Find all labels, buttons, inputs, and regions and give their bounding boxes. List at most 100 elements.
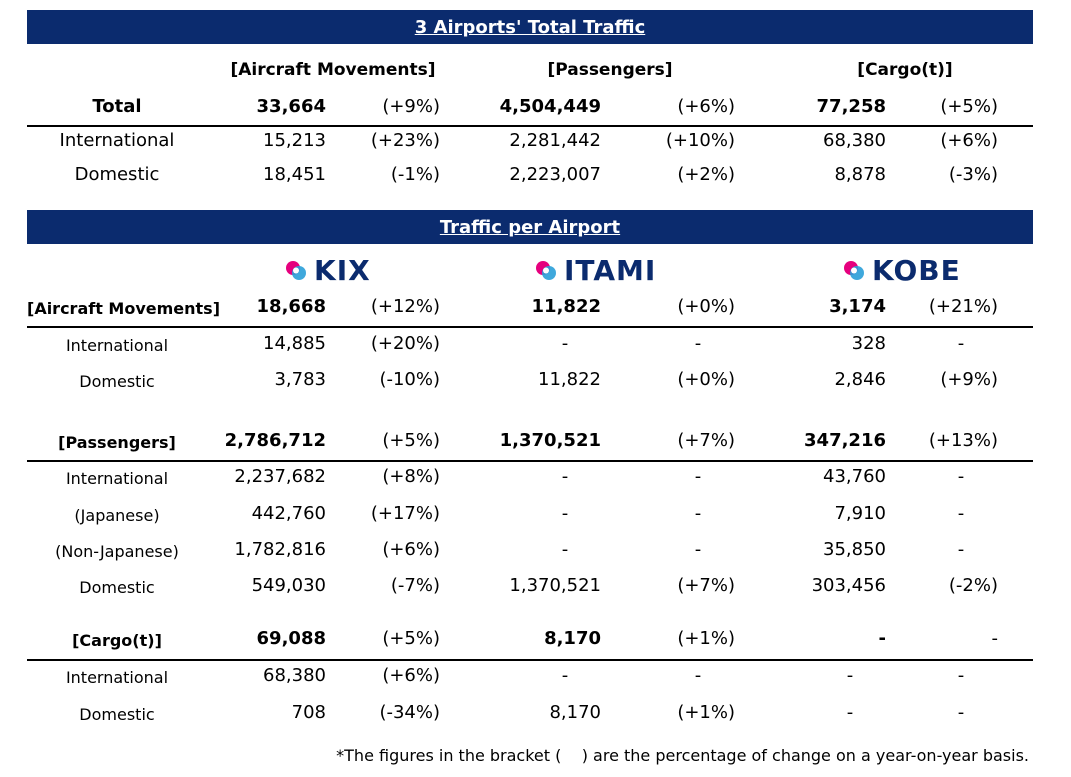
passengers-row-value: 35,850 (823, 539, 886, 560)
aircraft-row-value: - (694, 333, 702, 354)
passengers-row-value: (+17%) (370, 503, 440, 524)
cargo-header-value: - (991, 628, 999, 649)
col-header-cargo: [Cargo(t)] (857, 60, 953, 80)
passengers-row-value: - (561, 503, 569, 524)
passengers-row-value: - (694, 539, 702, 560)
cargo-row-value: - (957, 665, 965, 686)
aircraft-header-value: 3,174 (829, 296, 886, 317)
kix-logo-text: KIX (314, 254, 371, 287)
cargo-row-label: Domestic (79, 705, 155, 724)
aircraft-header-value: (+12%) (370, 296, 440, 317)
dom-cargo: 8,878 (834, 164, 886, 185)
aircraft-row-value: 328 (851, 333, 886, 354)
dom-aircraft: 18,451 (263, 164, 326, 185)
col-header-aircraft: [Aircraft Movements] (230, 60, 436, 80)
kobe-logo-icon (844, 260, 864, 280)
aircraft-row-value: (-10%) (379, 369, 440, 390)
row-label-domestic: Domestic (74, 164, 160, 185)
aircraft-row-value: - (957, 333, 965, 354)
total-passengers-pct: (+6%) (677, 96, 735, 117)
cargo-row-value: - (957, 702, 965, 723)
passengers-row-value: - (957, 466, 965, 487)
passengers-row-value: - (561, 539, 569, 560)
passengers-row-value: - (561, 466, 569, 487)
aircraft-row-value: 14,885 (263, 333, 326, 354)
passengers-header-value: 347,216 (804, 430, 886, 451)
divider (27, 460, 1033, 462)
block-header-passengers: [Passengers] (58, 433, 176, 452)
dom-passengers-pct: (+2%) (677, 164, 735, 185)
cargo-row-value: 68,380 (263, 665, 326, 686)
passengers-row-value: (-7%) (390, 575, 440, 596)
total-traffic-title: 3 Airports' Total Traffic (414, 16, 646, 38)
footnote: *The figures in the bracket ( ) are the … (336, 746, 1029, 765)
cargo-row-value: - (846, 665, 854, 686)
aircraft-row-value: 3,783 (274, 369, 326, 390)
cargo-row-value: 8,170 (549, 702, 601, 723)
aircraft-row-value: - (561, 333, 569, 354)
cargo-header-value: (+5%) (382, 628, 440, 649)
cargo-header-value: 69,088 (256, 628, 326, 649)
cargo-header-value: - (878, 628, 886, 649)
aircraft-row-value: 11,822 (538, 369, 601, 390)
per-airport-banner: Traffic per Airport (27, 210, 1033, 244)
passengers-row-value: (-2%) (948, 575, 998, 596)
passengers-row-value: (+8%) (382, 466, 440, 487)
kix-logo: KIX (284, 254, 371, 287)
passengers-row-value: - (957, 539, 965, 560)
passengers-row-value: 549,030 (251, 575, 326, 596)
cargo-row-label: International (65, 668, 169, 687)
total-passengers: 4,504,449 (499, 96, 601, 117)
passengers-header-value: 1,370,521 (499, 430, 601, 451)
divider (27, 659, 1033, 661)
passengers-row-value: 303,456 (811, 575, 886, 596)
kix-logo-icon (286, 260, 306, 280)
aircraft-row-label: International (65, 336, 169, 355)
block-header-cargo: [Cargo(t)] (72, 631, 162, 650)
passengers-row-label: (Non-Japanese) (55, 542, 179, 561)
cargo-row-value: (-34%) (379, 702, 440, 723)
aircraft-header-value: 18,668 (256, 296, 326, 317)
cargo-row-value: - (694, 665, 702, 686)
itami-logo: ITAMI (534, 254, 656, 287)
kobe-logo: KOBE (842, 254, 961, 287)
per-airport-title: Traffic per Airport (439, 216, 621, 238)
passengers-row-value: (+6%) (382, 539, 440, 560)
passengers-header-value: 2,786,712 (224, 430, 326, 451)
intl-passengers: 2,281,442 (509, 130, 601, 151)
aircraft-header-value: 11,822 (531, 296, 601, 317)
passengers-row-value: 2,237,682 (234, 466, 326, 487)
divider (27, 326, 1033, 328)
cargo-row-value: - (561, 665, 569, 686)
row-label-international: International (59, 130, 175, 151)
passengers-row-value: 442,760 (251, 503, 326, 524)
cargo-row-value: (+1%) (677, 702, 735, 723)
passengers-row-value: 43,760 (823, 466, 886, 487)
passengers-row-value: - (957, 503, 965, 524)
aircraft-row-value: (+0%) (677, 369, 735, 390)
intl-cargo-pct: (+6%) (940, 130, 998, 151)
passengers-row-value: - (694, 503, 702, 524)
block-header-aircraft: [Aircraft Movements] (27, 299, 221, 318)
passengers-header-value: (+7%) (677, 430, 735, 451)
total-aircraft-pct: (+9%) (382, 96, 440, 117)
total-traffic-banner: 3 Airports' Total Traffic (27, 10, 1033, 44)
divider (27, 125, 1033, 127)
passengers-row-label: International (65, 469, 169, 488)
aircraft-row-label: Domestic (79, 372, 155, 391)
total-cargo: 77,258 (816, 96, 886, 117)
passengers-header-value: (+5%) (382, 430, 440, 451)
cargo-row-value: - (846, 702, 854, 723)
kobe-logo-text: KOBE (872, 254, 961, 287)
cargo-row-value: 708 (291, 702, 326, 723)
cargo-row-value: (+6%) (382, 665, 440, 686)
total-cargo-pct: (+5%) (940, 96, 998, 117)
total-aircraft: 33,664 (256, 96, 326, 117)
intl-aircraft-pct: (+23%) (370, 130, 440, 151)
passengers-row-label: (Japanese) (74, 506, 160, 525)
passengers-header-value: (+13%) (928, 430, 998, 451)
dom-passengers: 2,223,007 (509, 164, 601, 185)
itami-logo-icon (536, 260, 556, 280)
aircraft-row-value: (+20%) (370, 333, 440, 354)
cargo-header-value: 8,170 (544, 628, 601, 649)
